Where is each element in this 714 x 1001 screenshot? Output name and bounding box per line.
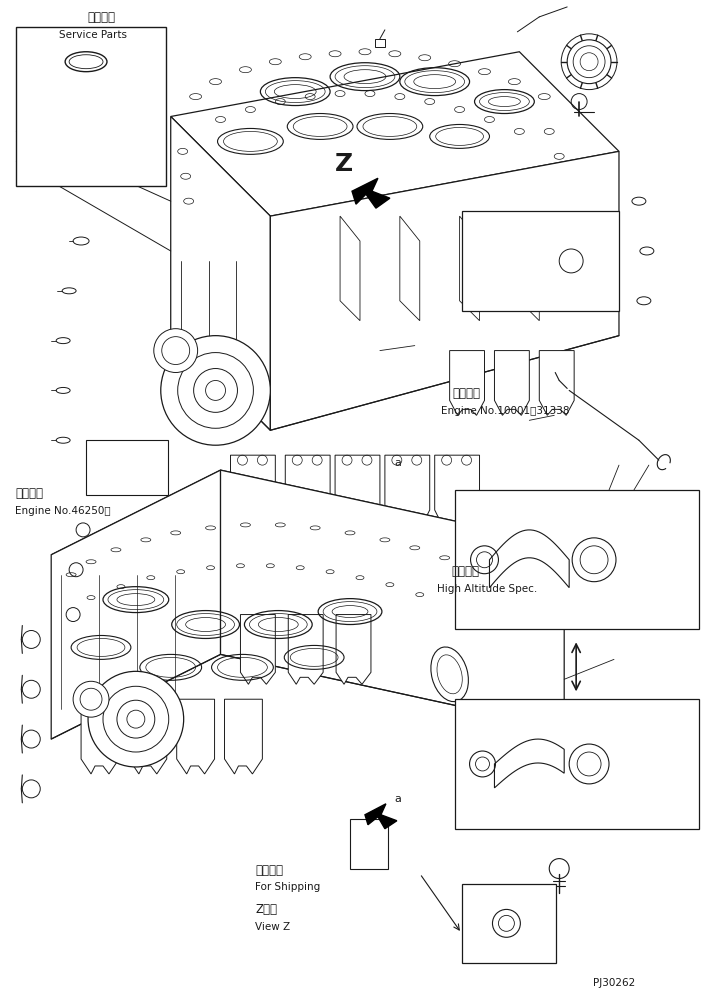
Polygon shape [51,470,564,630]
Polygon shape [171,116,271,430]
Circle shape [154,328,198,372]
Circle shape [471,546,498,574]
Text: Z: Z [335,152,353,176]
Bar [461,211,619,310]
Polygon shape [286,455,330,530]
Polygon shape [288,615,323,685]
Polygon shape [51,470,221,739]
Polygon shape [335,455,380,530]
Bar [461,884,556,963]
Polygon shape [450,350,485,415]
Text: 適用号機: 適用号機 [15,487,44,500]
Text: 適用号機: 適用号機 [453,387,481,400]
Bar [455,700,699,829]
Text: Engine No.10001～31338: Engine No.10001～31338 [441,406,569,416]
Text: 補給専用: 補給専用 [87,11,115,24]
Text: PJ30262: PJ30262 [593,978,635,988]
Text: High Altitude Spec.: High Altitude Spec. [437,584,537,594]
Text: View Z: View Z [256,922,291,932]
Polygon shape [365,804,397,829]
Text: Engine No.46250～: Engine No.46250～ [15,506,111,516]
Polygon shape [241,615,276,685]
Polygon shape [539,350,574,415]
Text: 高地仕様: 高地仕様 [452,565,480,578]
Text: a: a [395,794,402,804]
Text: For Shipping: For Shipping [256,883,321,893]
Polygon shape [221,470,564,729]
Polygon shape [81,700,119,774]
Polygon shape [336,615,371,685]
Polygon shape [352,178,390,208]
Circle shape [161,335,271,445]
Polygon shape [271,151,619,430]
Text: a: a [395,458,402,468]
Text: Service Parts: Service Parts [59,30,127,40]
Circle shape [88,672,183,767]
Bar [86,440,168,495]
Bar [455,490,699,630]
Polygon shape [340,216,360,320]
Polygon shape [129,700,167,774]
Polygon shape [224,700,262,774]
Text: 運機部品: 運機部品 [256,864,283,877]
Polygon shape [400,216,420,320]
Bar [350,819,388,869]
Polygon shape [495,350,529,415]
Bar [375,39,385,47]
Polygon shape [231,455,276,530]
Polygon shape [385,455,430,530]
Polygon shape [171,52,619,216]
Polygon shape [435,455,480,530]
Ellipse shape [431,647,468,702]
Bar [16,27,166,186]
Polygon shape [176,700,214,774]
Polygon shape [519,216,539,320]
Circle shape [569,744,609,784]
Circle shape [572,538,616,582]
Circle shape [73,682,109,717]
Text: Z　視: Z 視 [256,903,278,916]
Circle shape [567,40,611,84]
Polygon shape [460,216,480,320]
Circle shape [470,751,496,777]
